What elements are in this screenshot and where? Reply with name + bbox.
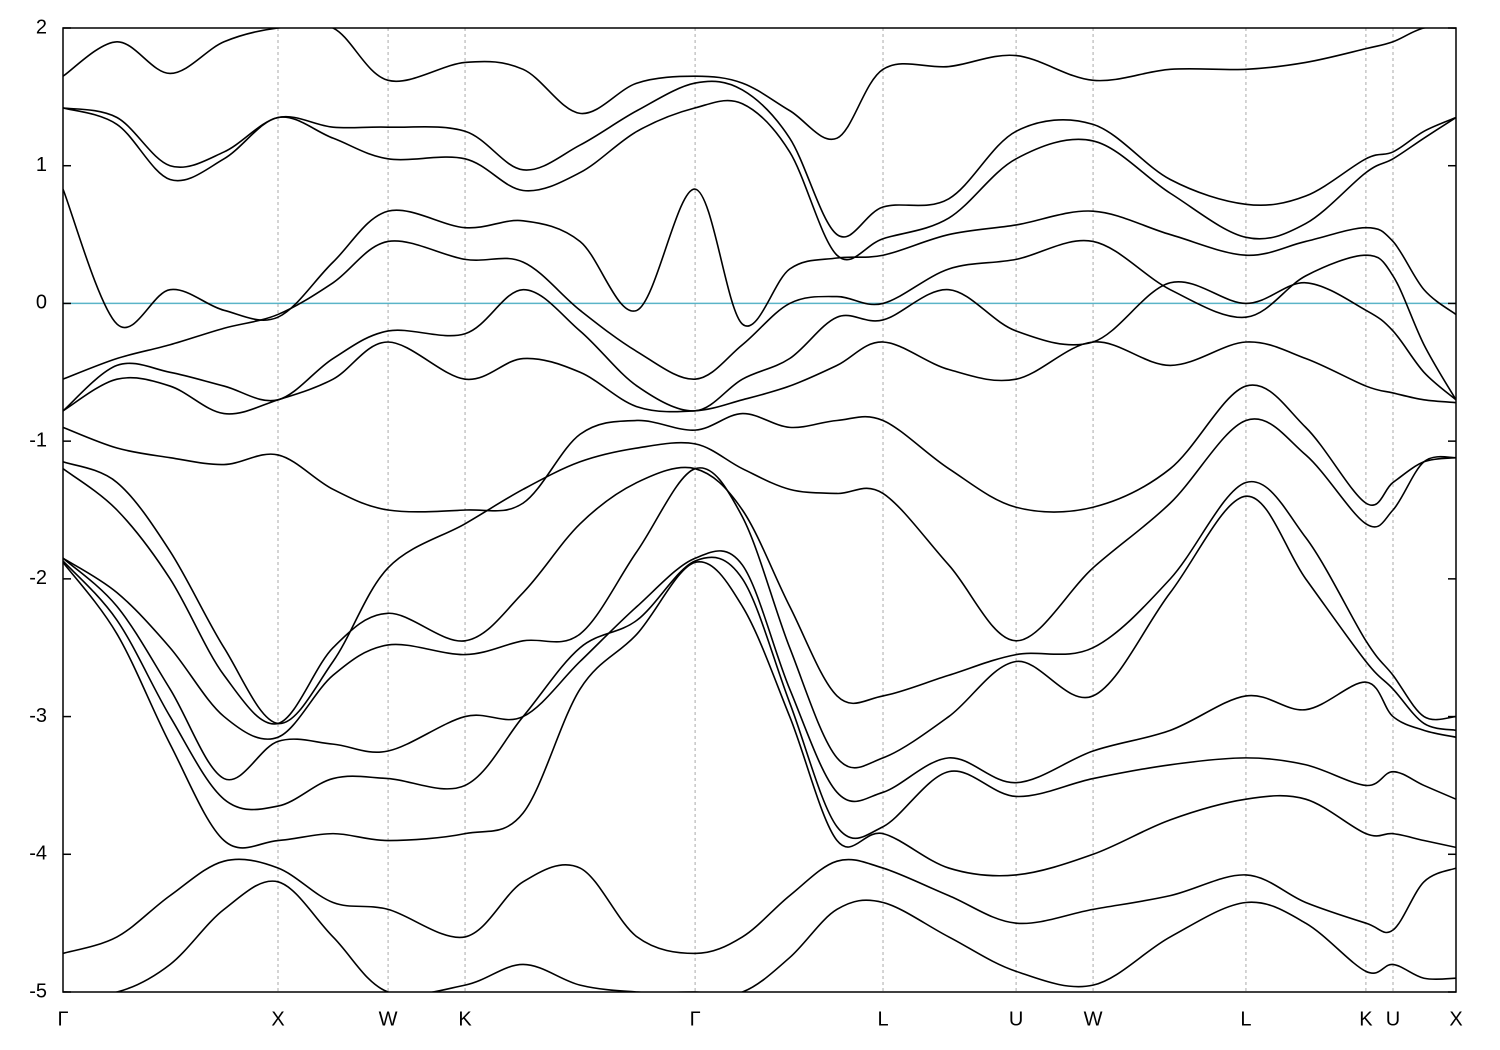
x-tick-label: Γ — [690, 1008, 701, 1030]
band-line — [63, 99, 1456, 261]
y-tick-label: -1 — [29, 429, 47, 451]
x-tick-label: K — [458, 1008, 472, 1030]
band-line — [63, 467, 1456, 769]
x-tick-label: W — [379, 1008, 398, 1030]
band-line — [63, 858, 1456, 955]
y-tick-label: -3 — [29, 705, 47, 727]
x-tick-label: W — [1084, 1008, 1103, 1030]
x-tick-label: X — [271, 1008, 284, 1030]
plot-frame — [62, 27, 1457, 993]
band-line — [63, 28, 1456, 141]
y-tick-label: -5 — [29, 980, 47, 1002]
band-line — [63, 280, 1456, 412]
x-tick-label: K — [1359, 1008, 1373, 1030]
y-tick-label: -4 — [29, 843, 47, 865]
band-line — [63, 239, 1456, 401]
y-tick-label: 1 — [36, 154, 47, 176]
y-tick-label: -2 — [29, 567, 47, 589]
bands-layer — [63, 28, 1456, 992]
x-tick-label: Γ — [57, 1008, 68, 1030]
band-line — [63, 418, 1456, 725]
band-line — [63, 80, 1456, 238]
x-tick-label: X — [1449, 1008, 1462, 1030]
x-tick-label: U — [1009, 1008, 1023, 1030]
band-line — [63, 188, 1456, 329]
band-line — [63, 560, 1456, 877]
band-line — [63, 341, 1456, 415]
band-line — [63, 880, 1456, 992]
band-line — [63, 550, 1456, 803]
band-line — [63, 466, 1456, 725]
y-tick-label: 2 — [36, 16, 47, 38]
x-tick-label: U — [1386, 1008, 1400, 1030]
x-tick-label: L — [1240, 1008, 1251, 1030]
y-tick-label: 0 — [36, 292, 47, 314]
band-line — [63, 556, 1456, 840]
band-line — [63, 384, 1456, 513]
x-tick-label: L — [877, 1008, 888, 1030]
